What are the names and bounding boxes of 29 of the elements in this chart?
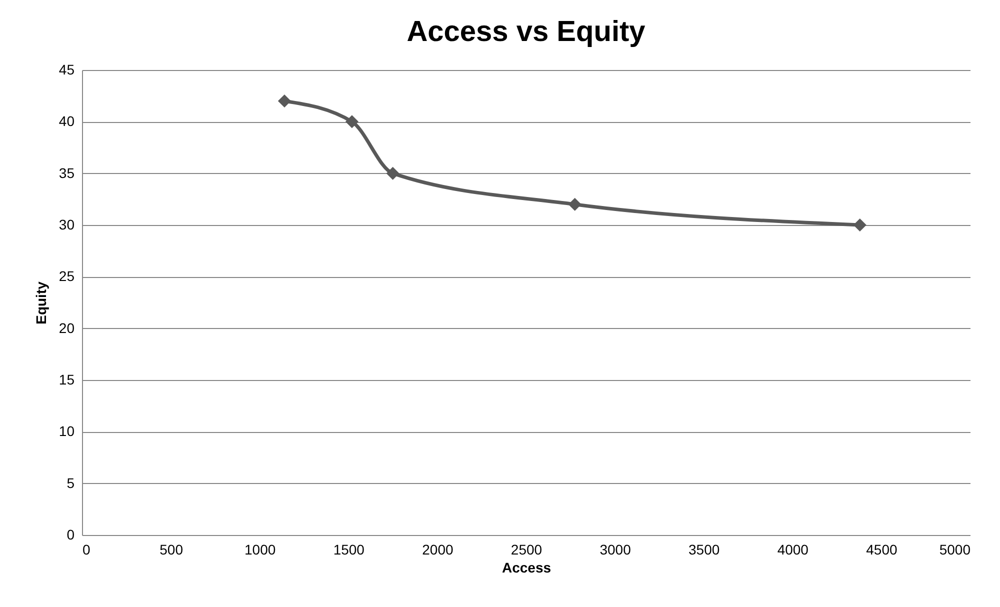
point xyxy=(568,198,582,211)
x-axis-title: Access xyxy=(502,560,552,576)
x-tick-label: 4000 xyxy=(777,542,809,558)
y-tick-label: 15 xyxy=(58,372,75,388)
x-tick-label: 3500 xyxy=(688,542,720,558)
x-tick-label: 500 xyxy=(160,542,184,558)
x-tick-label: 1500 xyxy=(333,542,365,558)
point xyxy=(345,115,358,128)
x-tick-label: 5000 xyxy=(939,542,971,558)
x-tick-label: 4500 xyxy=(866,542,898,558)
point xyxy=(853,218,866,232)
x-tick-label: 0 xyxy=(82,542,90,558)
y-tick-label: 30 xyxy=(58,216,75,232)
x-tick-label: 2000 xyxy=(422,542,454,558)
point xyxy=(386,166,400,180)
point xyxy=(278,94,291,108)
y-tick-label: 35 xyxy=(58,164,75,181)
x-tick-label: 2500 xyxy=(510,542,542,558)
y-tick-label: 0 xyxy=(66,526,75,542)
x-tick-label: 1000 xyxy=(244,542,276,558)
y-axis-title: Equity xyxy=(32,281,49,324)
chart-title: Access vs Equity xyxy=(406,16,646,48)
y-tick-label: 25 xyxy=(58,268,75,284)
y-tick-label: 5 xyxy=(66,474,75,491)
y-tick-label: 20 xyxy=(58,320,75,336)
y-tick-label: 40 xyxy=(58,113,75,130)
y-tick-label: 10 xyxy=(58,423,75,440)
y-tick-label: 45 xyxy=(58,62,75,78)
x-tick-label: 3000 xyxy=(600,542,632,558)
